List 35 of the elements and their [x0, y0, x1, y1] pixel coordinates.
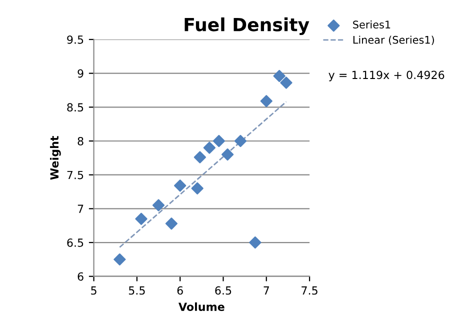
y-tick-label: 9.5 — [67, 35, 84, 44]
y-tick-label: 8 — [78, 136, 84, 146]
x-tick-label: 6 — [177, 286, 183, 295]
y-tick-label: 8.5 — [67, 103, 84, 112]
x-tick-label: 6.5 — [215, 286, 232, 295]
x-tick-label: 7.5 — [302, 286, 318, 295]
legend-label: Series1 — [353, 20, 390, 28]
point — [135, 212, 148, 225]
y-tick-label: 9 — [78, 69, 84, 78]
y-tick-label: 6 — [78, 272, 84, 281]
y-tick-label: 7 — [78, 204, 84, 213]
point — [174, 180, 186, 192]
point — [273, 70, 286, 82]
point — [221, 148, 234, 161]
point — [194, 151, 206, 164]
y-axis-title: Weight — [50, 136, 61, 180]
point — [152, 199, 165, 212]
point — [280, 76, 292, 89]
point — [249, 236, 262, 249]
text: y = 1.119x + 0.4926 — [328, 70, 444, 82]
x-tick-label: 5.5 — [128, 286, 145, 295]
x-tick-label: 5 — [91, 286, 96, 295]
point — [114, 253, 126, 266]
point — [165, 217, 178, 230]
point — [234, 134, 247, 148]
y-tick-label: 7.5 — [67, 170, 84, 180]
point — [191, 182, 204, 194]
chart-title: Fuel Density — [184, 17, 310, 36]
legend-label: Linear (Series1) — [353, 36, 434, 46]
point — [212, 134, 226, 148]
y-tick-label: 6.5 — [67, 238, 84, 247]
point — [260, 94, 272, 108]
x-axis-title: Volume — [178, 302, 224, 311]
point — [203, 142, 216, 154]
x-tick-label: 7 — [264, 286, 269, 295]
